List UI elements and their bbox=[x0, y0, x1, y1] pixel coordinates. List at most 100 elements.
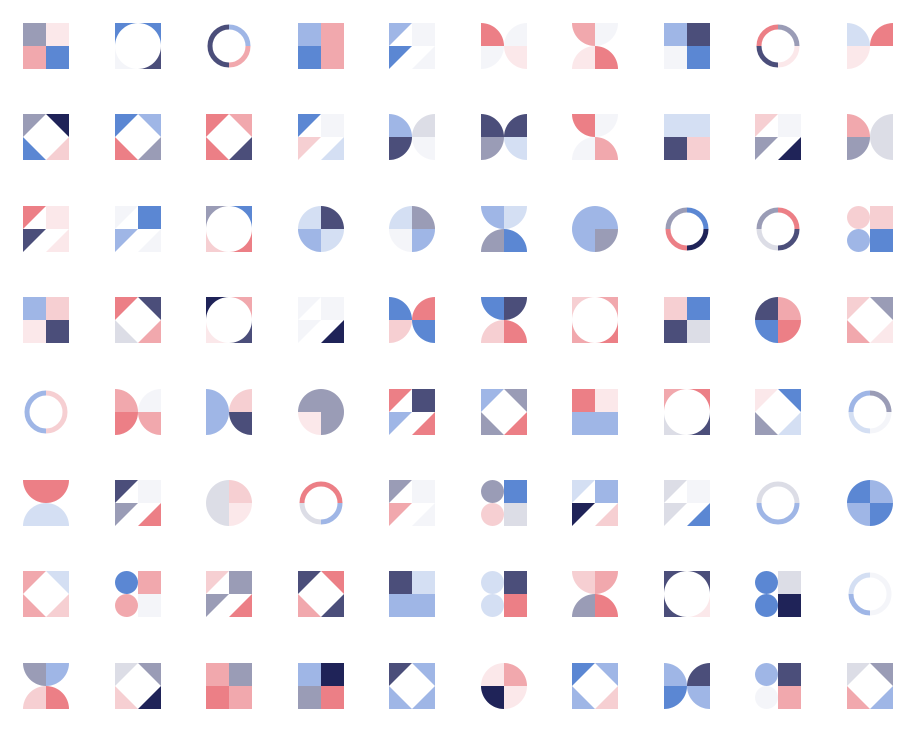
pattern-tile-pie bbox=[389, 206, 435, 252]
tile-graphic bbox=[755, 114, 801, 160]
tile-graphic bbox=[298, 23, 344, 69]
tile-graphic bbox=[665, 207, 709, 251]
pattern-tile-ring bbox=[206, 23, 252, 69]
pattern-tile-triangles bbox=[755, 114, 801, 160]
tile-graphic bbox=[664, 297, 710, 343]
tile-graphic bbox=[756, 207, 800, 251]
tile-graphic bbox=[206, 663, 252, 709]
pattern-tile-quads bbox=[23, 23, 69, 69]
pattern-tile-diamond bbox=[755, 389, 801, 435]
tile-graphic bbox=[23, 297, 69, 343]
tile-graphic bbox=[298, 389, 344, 435]
pattern-tile-triangles bbox=[115, 480, 161, 526]
pattern-tile-hourglass bbox=[481, 206, 527, 252]
tile-graphic bbox=[848, 572, 892, 616]
pattern-tile-bowtie bbox=[206, 389, 252, 435]
tile-graphic bbox=[206, 114, 252, 160]
tile-graphic bbox=[572, 114, 618, 160]
pattern-tile-triangles bbox=[23, 206, 69, 252]
pattern-tile-triangles bbox=[298, 114, 344, 160]
pattern-tile-pie bbox=[298, 206, 344, 252]
pattern-tile-bowtie bbox=[664, 663, 710, 709]
tile-graphic bbox=[115, 23, 161, 69]
tile-graphic bbox=[298, 571, 344, 617]
tile-graphic bbox=[481, 571, 527, 617]
tile-graphic bbox=[755, 389, 801, 435]
pattern-tile-triangles bbox=[389, 389, 435, 435]
pattern-tile-ring bbox=[755, 23, 801, 69]
tile-graphic bbox=[298, 297, 344, 343]
pattern-tile-ring bbox=[23, 389, 69, 435]
tile-graphic bbox=[206, 389, 252, 435]
tile-graphic bbox=[847, 297, 893, 343]
tile-graphic bbox=[572, 571, 618, 617]
pattern-tile-triangles bbox=[572, 480, 618, 526]
tile-graphic bbox=[23, 663, 69, 709]
pattern-tile-bowtie bbox=[389, 114, 435, 160]
tile-graphic bbox=[206, 480, 252, 526]
tile-graphic bbox=[481, 480, 527, 526]
tile-graphic bbox=[115, 206, 161, 252]
tile-graphic bbox=[755, 663, 801, 709]
tile-graphic bbox=[847, 206, 893, 252]
tile-graphic bbox=[481, 114, 527, 160]
pattern-tile-quads bbox=[298, 663, 344, 709]
tile-graphic bbox=[298, 114, 344, 160]
pattern-tile-concave bbox=[664, 389, 710, 435]
tile-graphic bbox=[23, 571, 69, 617]
tile-graphic bbox=[572, 663, 618, 709]
pattern-tile-quads bbox=[206, 663, 252, 709]
pattern-tile-diamond bbox=[115, 114, 161, 160]
pattern-tile-concave bbox=[206, 297, 252, 343]
pattern-tile-triangles bbox=[298, 297, 344, 343]
pattern-tile-pie bbox=[755, 297, 801, 343]
tile-graphic bbox=[23, 114, 69, 160]
pattern-tile-diamond bbox=[847, 297, 893, 343]
tile-graphic bbox=[664, 480, 710, 526]
tile-graphic bbox=[572, 297, 618, 343]
pattern-tile-quads bbox=[664, 23, 710, 69]
pattern-tile-concave bbox=[572, 297, 618, 343]
pattern-tile-triangles bbox=[115, 206, 161, 252]
tile-graphic bbox=[389, 663, 435, 709]
pattern-tile-diamond bbox=[298, 571, 344, 617]
tile-graphic bbox=[755, 571, 801, 617]
tile-graphic bbox=[389, 114, 435, 160]
tile-graphic bbox=[847, 480, 893, 526]
pattern-tile-diamond bbox=[572, 663, 618, 709]
pattern-tile-pie bbox=[481, 663, 527, 709]
pattern-tile-pie bbox=[298, 389, 344, 435]
pattern-tile-triangles bbox=[206, 571, 252, 617]
pattern-tile-hourglass bbox=[481, 297, 527, 343]
pattern-tile-quads bbox=[664, 297, 710, 343]
pattern-tile-bowtie bbox=[115, 389, 161, 435]
pattern-tile-triangles bbox=[664, 480, 710, 526]
tile-graphic bbox=[389, 571, 435, 617]
tile-graphic bbox=[389, 480, 435, 526]
tile-graphic bbox=[389, 23, 435, 69]
tile-graphic bbox=[298, 663, 344, 709]
tile-graphic bbox=[389, 206, 435, 252]
pattern-tile-concave bbox=[115, 23, 161, 69]
tile-graphic bbox=[664, 571, 710, 617]
pattern-tile-ring bbox=[298, 480, 344, 526]
tile-graphic bbox=[23, 480, 69, 526]
pattern-tile-bowtie bbox=[847, 114, 893, 160]
pattern-tile-quads bbox=[298, 23, 344, 69]
pattern-tile-hourglass bbox=[572, 23, 618, 69]
tile-graphic bbox=[115, 114, 161, 160]
pattern-tile-triangles bbox=[389, 480, 435, 526]
pattern-tile-ring bbox=[755, 480, 801, 526]
tile-graphic bbox=[206, 297, 252, 343]
tile-graphic bbox=[572, 23, 618, 69]
tile-graphic bbox=[115, 663, 161, 709]
tile-graphic bbox=[206, 206, 252, 252]
tile-graphic bbox=[756, 24, 800, 68]
tile-graphic bbox=[389, 389, 435, 435]
tile-graphic bbox=[206, 571, 252, 617]
pattern-tile-diamond bbox=[23, 114, 69, 160]
tile-graphic bbox=[115, 480, 161, 526]
pattern-tile-hourglass bbox=[572, 571, 618, 617]
pattern-tile-quads bbox=[23, 297, 69, 343]
pattern-tile-halves bbox=[23, 480, 69, 526]
